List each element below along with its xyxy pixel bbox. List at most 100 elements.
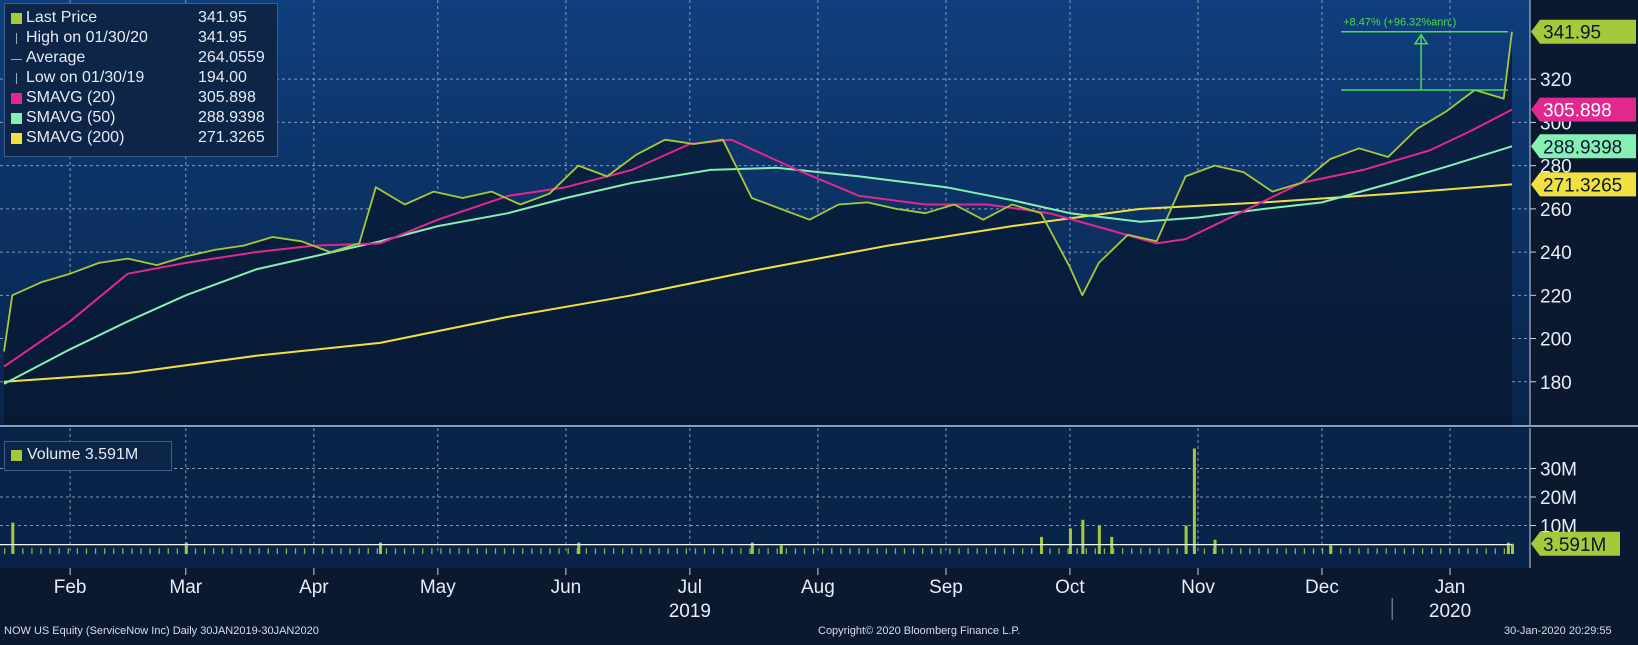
volume-baseline-bar: [1458, 548, 1460, 554]
volume-baseline-bar: [340, 548, 342, 554]
volume-baseline-bar: [494, 548, 497, 554]
volume-baseline-bar: [722, 548, 724, 554]
volume-baseline-bar: [958, 548, 960, 554]
volume-baseline-bar: [940, 548, 942, 554]
x-tick-Jun: Jun: [551, 577, 582, 598]
volume-baseline-bar: [1067, 548, 1069, 554]
volume-baseline-bar: [67, 548, 69, 554]
right-value-label-305.898: 305.898: [1531, 97, 1636, 122]
legend-value: 305.898: [198, 89, 256, 106]
volume-baseline-bar: [113, 548, 115, 554]
volume-bar: [577, 542, 581, 554]
volume-baseline-bar: [731, 548, 733, 554]
legend-swatch: [11, 59, 22, 60]
volume-baseline-bar: [1103, 548, 1106, 554]
x-year-2020: 2020: [1429, 601, 1471, 622]
volume-baseline-bar: [222, 548, 224, 554]
volume-baseline-bar: [667, 548, 669, 554]
volume-baseline-bar: [1094, 548, 1097, 554]
volume-baseline-bar: [1240, 548, 1242, 554]
volume-baseline-bar: [1249, 548, 1251, 554]
volume-baseline-bar: [894, 548, 897, 554]
volume-baseline-bar: [1258, 548, 1260, 554]
volume-baseline-bar: [40, 548, 42, 554]
volume-baseline-bar: [585, 548, 588, 554]
volume-baseline-bar: [531, 548, 533, 554]
volume-baseline-bar: [1221, 548, 1224, 554]
volume-bar: [11, 522, 15, 554]
volume-baseline-bar: [1149, 548, 1151, 554]
volume-baseline-bar: [740, 548, 742, 554]
volume-baseline-bar: [822, 548, 824, 554]
series-line-smavg-20: [3, 108, 1513, 368]
price-tick-200: 200: [1540, 330, 1572, 351]
volume-baseline-bar: [1058, 548, 1060, 554]
volume-baseline-bar: [403, 548, 406, 554]
volume-baseline-bar: [385, 548, 388, 554]
volume-baseline-bar: [94, 548, 97, 554]
legend-swatch: [16, 33, 17, 44]
volume-baseline-bar: [31, 548, 33, 554]
volume-baseline-bar: [213, 548, 215, 554]
volume-value-label: 3.591M: [1531, 531, 1620, 556]
volume-baseline-bar: [1394, 548, 1396, 554]
volume-baseline-bar: [1412, 548, 1415, 554]
price-area-fill: [4, 31, 1512, 425]
volume-baseline-bar: [785, 548, 787, 554]
volume-baseline-bar: [1085, 548, 1087, 554]
series-line-smavg-50: [3, 145, 1513, 385]
volume-baseline-bar: [640, 548, 642, 554]
volume-baseline-bar: [985, 548, 987, 554]
volume-baseline-bar: [776, 548, 778, 554]
volume-baseline-bar: [1231, 548, 1233, 554]
series-line-smavg-200: [3, 183, 1513, 383]
volume-baseline-bar: [376, 548, 378, 554]
volume-baseline-bar: [1312, 548, 1315, 554]
x-tick-Dec: Dec: [1305, 577, 1339, 598]
volume-baseline-bar: [467, 548, 469, 554]
volume-baseline-bar: [603, 548, 606, 554]
volume-baseline-bar: [1276, 548, 1278, 554]
volume-baseline-bar: [431, 548, 433, 554]
right-value-text: 288.9398: [1543, 137, 1622, 158]
volume-baseline-bar: [976, 548, 978, 554]
volume-baseline-bar: [449, 548, 451, 554]
volume-bar: [1511, 543, 1514, 554]
volume-baseline-bar: [240, 548, 242, 554]
right-value-tag: [1531, 19, 1636, 44]
volume-baseline-bar: [1140, 548, 1142, 554]
volume-baseline-bar: [1467, 548, 1469, 554]
legend-name: SMAVG (50): [26, 109, 116, 126]
volume-baseline-bar: [140, 548, 142, 554]
volume-baseline-bar: [1003, 548, 1006, 554]
volume-bars: [0, 448, 1514, 554]
legend-value: 264.0559: [198, 49, 265, 66]
volume-bar: [184, 542, 188, 554]
volume-baseline-bar: [85, 548, 88, 554]
right-value-tag: [1531, 134, 1636, 159]
x-tick-Sep: Sep: [929, 577, 963, 598]
legend-name: Last Price: [26, 9, 98, 26]
volume-baseline-bar: [1167, 548, 1169, 554]
x-tick-Aug: Aug: [801, 577, 835, 598]
volume-baseline-bar: [522, 548, 524, 554]
volume-baseline-bar: [331, 548, 333, 554]
volume-baseline-bar: [676, 548, 678, 554]
volume-baseline-bar: [849, 548, 851, 554]
annotation-arrow-head: [1413, 33, 1429, 45]
price-tick-180: 180: [1540, 373, 1572, 394]
volume-baseline-bar: [612, 548, 615, 554]
volume-baseline-bar: [513, 548, 515, 554]
volume-baseline-bar: [803, 548, 806, 554]
legend-swatch: [11, 93, 22, 104]
volume-baseline-bar: [912, 548, 915, 554]
volume-baseline-bar: [358, 548, 360, 554]
volume-baseline-bar: [258, 548, 260, 554]
volume-baseline-bar: [167, 548, 169, 554]
volume-baseline-bar: [931, 548, 933, 554]
volume-baseline-bar: [1440, 548, 1442, 554]
x-tick-Oct: Oct: [1055, 577, 1085, 598]
volume-baseline-bar: [1112, 548, 1115, 554]
volume-bar: [1097, 525, 1101, 554]
